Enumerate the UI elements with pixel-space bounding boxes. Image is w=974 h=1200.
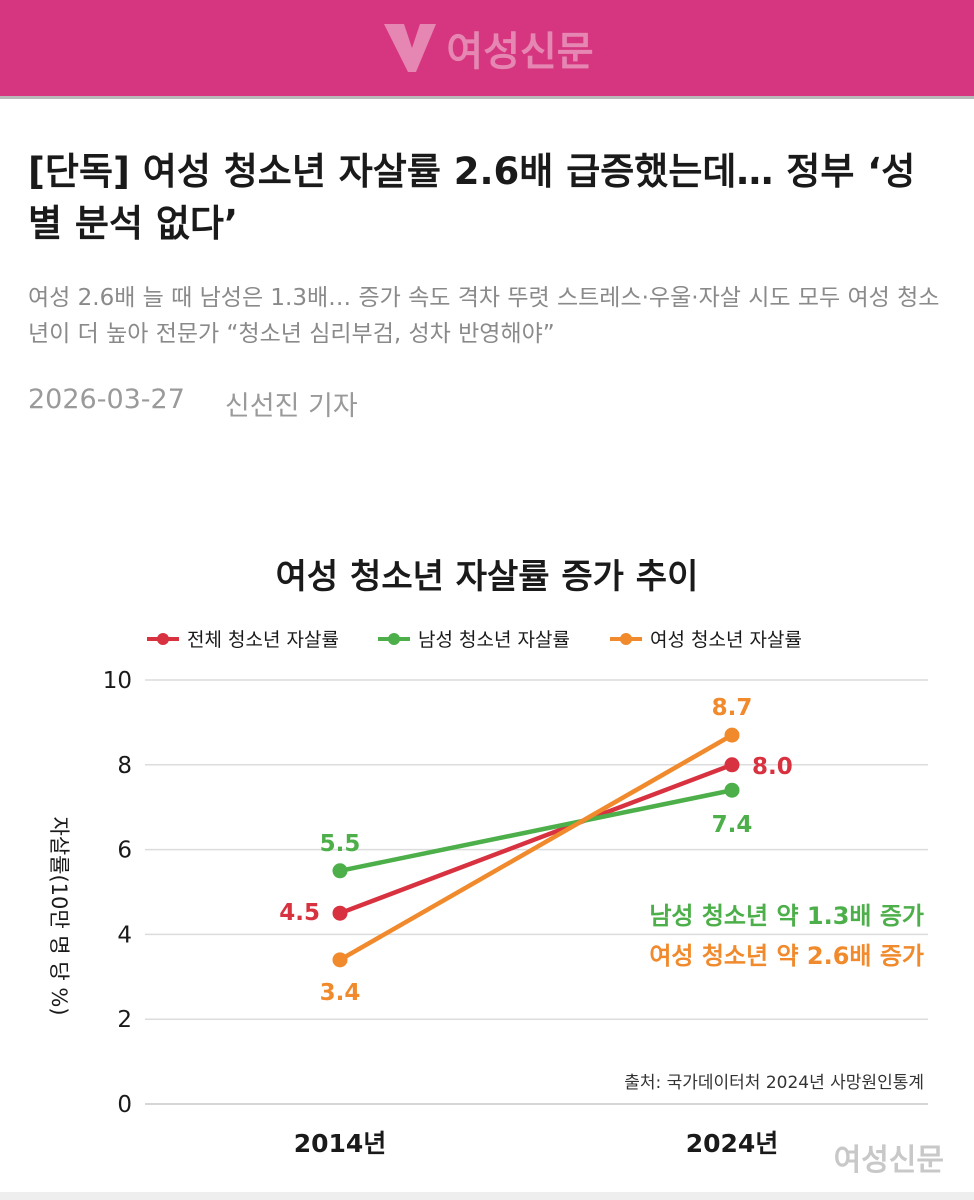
y-tick-label: 2	[117, 1007, 132, 1033]
legend-swatch-dot	[620, 633, 632, 645]
data-label: 8.7	[712, 695, 753, 721]
data-point	[724, 782, 740, 798]
x-tick-label: 2024년	[686, 1129, 779, 1158]
data-point	[724, 757, 740, 773]
data-label: 8.0	[752, 754, 793, 780]
series-line	[337, 762, 735, 916]
legend-label: 남성 청소년 자살률	[418, 629, 570, 651]
data-label: 3.4	[320, 980, 361, 1006]
x-tick-label: 2014년	[294, 1129, 387, 1158]
article-date: 2026-03-27	[28, 384, 185, 415]
y-axis-label: 자살률(10만 명 당 %)	[47, 816, 71, 1015]
watermark: 여성신문	[834, 1143, 944, 1178]
chart-annotation: 남성 청소년 약 1.3배 증가	[649, 902, 924, 930]
article-headline: [단독] 여성 청소년 자살률 2.6배 급증했는데… 정부 ‘성별 분석 없다…	[28, 150, 916, 245]
article-author: 신선진 기자	[224, 391, 358, 422]
line-chart: 여성 청소년 자살률 증가 추이 자살률(10만 명 당 %) 전체 청소년 자…	[47, 557, 944, 1178]
brand-mark-icon	[384, 24, 437, 72]
brand-name: 여성신문	[446, 28, 594, 75]
y-axis-ticks: 0 2 4 6 8 10	[103, 668, 132, 1118]
y-tick-label: 6	[117, 838, 132, 864]
data-label: 4.5	[279, 900, 320, 926]
chart-legend: 전체 청소년 자살률 남성 청소년 자살률 여성 청소년 자살률	[147, 629, 802, 651]
series-line	[337, 787, 735, 874]
y-tick-label: 8	[117, 753, 132, 779]
data-labels: 4.5 8.0 5.5 7.4 3.4 8.7	[279, 695, 793, 1006]
y-tick-label: 0	[117, 1092, 132, 1118]
x-axis-ticks: 2014년 2024년	[294, 1129, 779, 1158]
y-tick-label: 10	[103, 668, 132, 694]
data-label: 7.4	[712, 812, 753, 838]
legend-label: 전체 청소년 자살률	[187, 629, 339, 651]
chart-title: 여성 청소년 자살률 증가 추이	[276, 557, 699, 597]
series-line	[337, 732, 735, 963]
series-lines	[337, 732, 735, 963]
legend-swatch-dot	[388, 633, 400, 645]
article-subheadline: 여성 2.6배 늘 때 남성은 1.3배… 증가 속도 격차 뚜렷 스트레스·우…	[28, 285, 940, 347]
chart-annotation: 여성 청소년 약 2.6배 증가	[649, 942, 924, 970]
chart-figure: 여성 청소년 자살률 증가 추이 자살률(10만 명 당 %) 전체 청소년 자…	[0, 530, 974, 1200]
bottom-strip	[0, 1192, 974, 1200]
data-label: 5.5	[320, 831, 361, 857]
data-point	[332, 863, 348, 879]
legend-label: 여성 청소년 자살률	[650, 629, 802, 651]
article-meta: 2026-03-27 신선진 기자	[28, 384, 358, 423]
chart-source: 출처: 국가데이터처 2024년 사망원인통계	[624, 1073, 924, 1093]
brand-logo[interactable]: 여성신문	[380, 18, 594, 78]
data-point	[724, 727, 740, 743]
data-point	[332, 952, 348, 968]
legend-swatch-dot	[157, 633, 169, 645]
y-tick-label: 4	[117, 922, 132, 948]
series-points	[332, 727, 740, 968]
grid-lines	[145, 679, 928, 1105]
data-point	[332, 905, 348, 921]
site-header: 여성신문	[0, 0, 974, 99]
